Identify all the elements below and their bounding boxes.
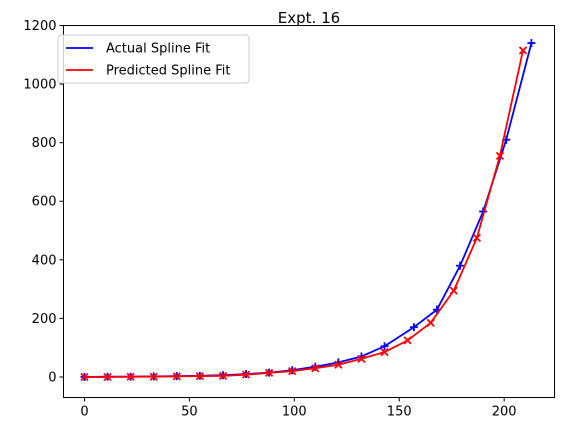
actual-spline-fit-point [527,39,536,48]
y-tick-label: 0 [48,370,56,385]
predicted-spline-fit-point [218,371,228,380]
x-marker-b [357,354,366,363]
x-tick-label: 0 [80,405,88,420]
actual-spline-fit-point [311,362,320,371]
predicted-spline-fit-point [495,151,505,160]
x-marker-b [80,372,89,382]
predicted-spline-fit-point [518,46,528,55]
chart-title: Expt. 16 [278,9,340,27]
y-tick-label: 1200 [23,19,56,34]
x-marker-b [518,46,528,55]
predicted-spline-fit-point [334,360,343,369]
x-marker-b [449,286,458,295]
x-tick-label: 100 [282,405,307,420]
x-marker-b [472,233,481,242]
predicted-spline-fit-point [449,286,458,295]
predicted-spline-fit-point [149,372,158,381]
y-tick-label: 400 [32,253,57,268]
x-marker-b [218,371,228,380]
actual-spline-fit-point [380,342,389,351]
x-marker-b [311,364,320,373]
actual-spline-fit-legend-label: Actual Spline Fit [106,42,210,57]
y-axis: 0 200 400 600 800 1000 1200 [23,19,64,385]
x-marker-b [380,347,389,357]
legend-box [57,34,250,84]
y-tick-label: 600 [32,195,57,210]
predicted-spline-fit-point [311,364,320,373]
predicted-spline-fit-point [426,318,435,327]
x-marker-b [103,372,112,382]
x-marker-b [264,368,274,378]
x-marker-b [288,367,297,376]
x-axis: 0 50 100 150 200 [80,397,517,420]
x-marker-b [495,151,505,160]
x-tick-label: 50 [181,405,198,420]
predicted-spline-fit-point [264,368,274,378]
actual-spline-fit-point [409,323,418,332]
predicted-spline-fit-point [472,233,481,242]
x-tick-label: 150 [387,405,412,420]
plot-frame [63,25,555,398]
actual-spline-fit-line [84,42,533,378]
predicted-spline-fit-point [172,372,181,381]
y-tick-label: 800 [32,136,57,151]
x-tick-label: 200 [492,405,517,420]
x-marker-b [172,372,181,381]
predicted-spline-fit-point [288,367,297,376]
x-marker-b [334,360,343,369]
actual-spline-fit-point [456,261,465,270]
predicted-spline-fit-legend-label: Predicted Spline Fit [106,64,231,79]
legend: Actual Spline Fit Predicted Spline Fit [57,34,250,84]
plot-area [80,39,536,382]
y-tick-label: 200 [32,312,57,327]
x-marker-b [149,372,158,381]
x-marker-b [195,371,205,381]
predicted-spline-fit-point [126,372,135,381]
predicted-spline-fit-point [357,354,366,363]
predicted-spline-fit-line [84,50,524,378]
predicted-spline-fit-point [380,347,389,357]
x-marker-b [126,372,135,381]
y-tick-label: 1000 [23,78,56,93]
predicted-spline-fit-point [103,372,112,382]
x-marker-b [403,336,412,345]
predicted-spline-fit-point [80,372,89,382]
predicted-spline-fit-point [195,371,205,381]
x-marker-b [426,318,435,327]
x-marker-b [241,370,251,379]
predicted-spline-fit-point [403,336,412,345]
predicted-spline-fit-point [241,370,251,379]
